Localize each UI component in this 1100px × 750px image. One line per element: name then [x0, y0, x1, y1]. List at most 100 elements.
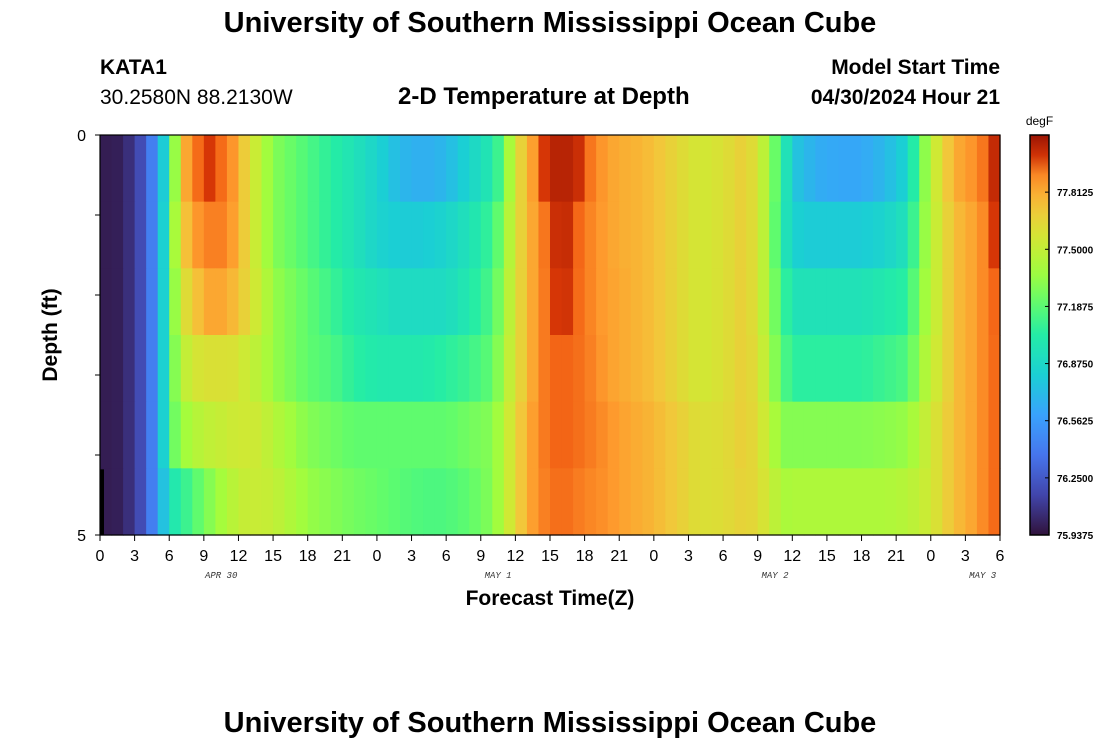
- heat-cell: [723, 401, 736, 469]
- heat-cell: [423, 268, 436, 336]
- heat-cell: [157, 401, 170, 469]
- heat-cell: [550, 268, 563, 336]
- heat-cell: [965, 201, 978, 269]
- heat-cell: [492, 335, 505, 403]
- x-tick-label: 0: [649, 548, 658, 565]
- heat-cell: [607, 201, 620, 269]
- heat-cell: [400, 135, 413, 203]
- heat-cell: [342, 335, 355, 403]
- heat-cell: [896, 135, 909, 203]
- heat-cell: [607, 335, 620, 403]
- heat-cell: [457, 401, 470, 469]
- heat-cell: [446, 401, 459, 469]
- heat-cell: [192, 135, 205, 203]
- heat-cell: [711, 401, 724, 469]
- heat-cell: [123, 135, 136, 203]
- heat-cell: [734, 335, 747, 403]
- heat-cell: [942, 201, 955, 269]
- heat-cell: [665, 135, 678, 203]
- heat-cell: [261, 268, 274, 336]
- heat-cell: [953, 201, 966, 269]
- heat-cell: [307, 468, 320, 536]
- heat-cell: [757, 201, 770, 269]
- x-tick-label: 15: [818, 548, 836, 565]
- heat-cell: [838, 268, 851, 336]
- heat-cell: [746, 135, 759, 203]
- heat-cell: [630, 201, 643, 269]
- heat-cell: [250, 201, 263, 269]
- x-tick-label: 6: [165, 548, 174, 565]
- x-tick-label: 3: [961, 548, 970, 565]
- heat-cell: [688, 401, 701, 469]
- heat-cell: [446, 135, 459, 203]
- heat-cell: [203, 135, 216, 203]
- model-start-value: 04/30/2024 Hour 21: [810, 86, 1000, 109]
- heat-cell: [700, 268, 713, 336]
- colorbar-units: degF: [1026, 114, 1053, 128]
- heat-cell: [469, 335, 482, 403]
- heat-cell: [538, 401, 551, 469]
- heat-cell: [111, 468, 124, 536]
- heat-cell: [734, 401, 747, 469]
- heat-cell: [400, 335, 413, 403]
- heat-cell: [169, 268, 182, 336]
- heat-cell: [607, 268, 620, 336]
- colorbar-label: 75.9375: [1057, 531, 1094, 542]
- x-tick-label: 3: [684, 548, 693, 565]
- heat-cell: [688, 468, 701, 536]
- heat-cell: [423, 401, 436, 469]
- heat-cell: [780, 335, 793, 403]
- heat-cell: [688, 335, 701, 403]
- heat-cell: [515, 268, 528, 336]
- heat-cell: [238, 335, 251, 403]
- heat-cell: [653, 201, 666, 269]
- heat-cell: [803, 268, 816, 336]
- heat-cell: [330, 135, 343, 203]
- heat-cell: [273, 335, 286, 403]
- heat-cell: [803, 335, 816, 403]
- heat-cell: [884, 468, 897, 536]
- heat-cell: [619, 468, 632, 536]
- heat-cell: [192, 401, 205, 469]
- heat-cell: [157, 335, 170, 403]
- x-tick-label: 3: [130, 548, 139, 565]
- heat-cell: [388, 335, 401, 403]
- heat-cell: [861, 135, 874, 203]
- heat-cell: [815, 135, 828, 203]
- heat-cell: [942, 135, 955, 203]
- heat-cell: [953, 401, 966, 469]
- heat-cell: [792, 135, 805, 203]
- heat-cell: [307, 201, 320, 269]
- heat-cell: [400, 201, 413, 269]
- heat-cell: [953, 135, 966, 203]
- heat-cell: [480, 468, 493, 536]
- heat-cell: [907, 268, 920, 336]
- heat-cell: [757, 268, 770, 336]
- station-id: KATA1: [100, 56, 167, 79]
- heat-cell: [192, 468, 205, 536]
- heat-cell: [769, 468, 782, 536]
- heat-cell: [111, 335, 124, 403]
- heat-cell: [653, 335, 666, 403]
- heat-cell: [261, 135, 274, 203]
- heat-cell: [134, 135, 147, 203]
- heat-cell: [746, 401, 759, 469]
- heat-cell: [584, 201, 597, 269]
- heat-cell: [780, 201, 793, 269]
- x-tick-label: 0: [926, 548, 935, 565]
- heat-cell: [330, 401, 343, 469]
- heat-cell: [180, 201, 193, 269]
- heat-cell: [907, 401, 920, 469]
- heat-cell: [792, 401, 805, 469]
- heat-cell: [284, 335, 297, 403]
- heat-cell: [850, 401, 863, 469]
- heat-cell: [919, 468, 932, 536]
- heat-cell: [376, 468, 390, 536]
- heat-cell: [550, 335, 563, 403]
- heat-cell: [134, 335, 147, 403]
- heat-cell: [215, 135, 228, 203]
- heat-cell: [376, 135, 390, 203]
- heat-cell: [538, 268, 551, 336]
- heat-cell: [584, 135, 597, 203]
- heat-cell: [203, 201, 216, 269]
